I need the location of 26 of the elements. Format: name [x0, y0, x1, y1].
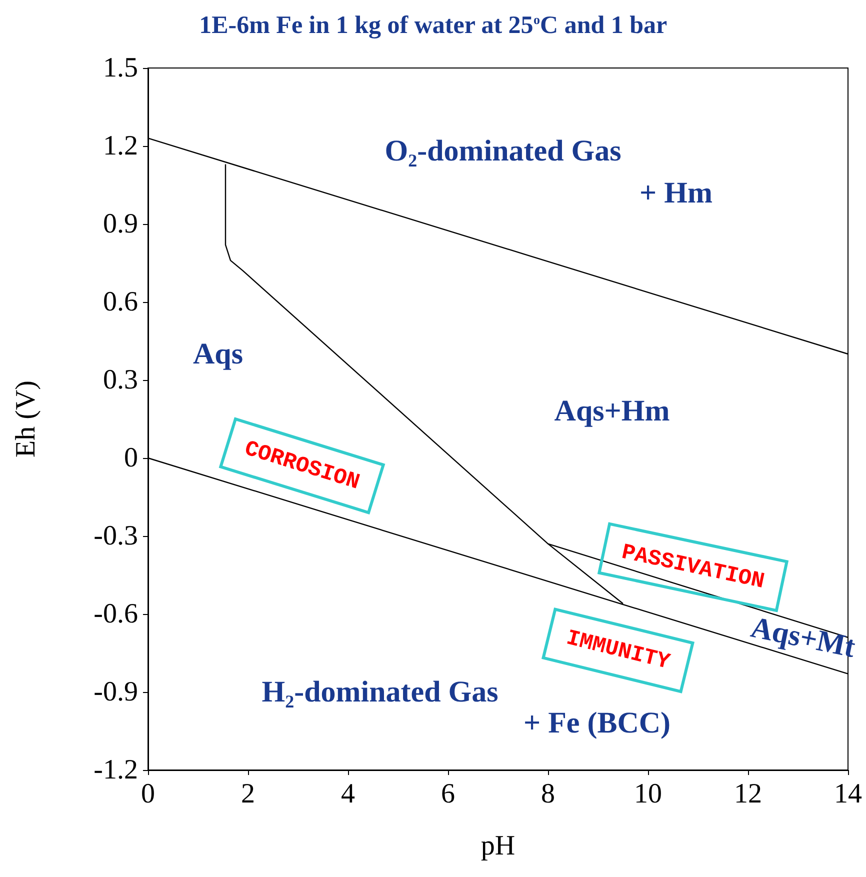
- y-tick-label: 0.3: [103, 364, 138, 396]
- y-tick-label: 1.2: [103, 130, 138, 162]
- x-tick-label: 4: [341, 778, 355, 810]
- x-tick-label: 2: [241, 778, 255, 810]
- annotation: O₂-dominated Gas: [384, 134, 622, 168]
- y-tick-label: -0.6: [94, 598, 138, 630]
- x-tick-label: 14: [834, 778, 862, 810]
- x-axis-title: pH: [480, 830, 516, 862]
- y-tick-label: 0.6: [103, 286, 138, 318]
- y-axis-title: Eh (V): [10, 380, 42, 458]
- annotation: Aqs+Hm: [554, 394, 670, 428]
- x-tick-label: 8: [541, 778, 555, 810]
- y-tick-label: 1.5: [103, 52, 138, 84]
- y-tick-label: 0.9: [103, 208, 138, 240]
- y-tick-label: -0.3: [94, 520, 138, 552]
- annotation: + Hm: [640, 176, 712, 210]
- x-tick-label: 6: [441, 778, 455, 810]
- y-tick-label: -0.9: [94, 676, 138, 708]
- annotation: Aqs+Mt: [748, 610, 858, 664]
- annotation: H₂-dominated Gas: [262, 676, 498, 708]
- annotation: Aqs: [192, 338, 244, 370]
- annotation: + Fe (BCC): [523, 706, 671, 740]
- y-tick-label: -1.2: [94, 754, 138, 786]
- y-tick-label: 0: [124, 442, 138, 474]
- x-tick-label: 12: [734, 778, 762, 810]
- x-tick-label: 10: [634, 778, 662, 810]
